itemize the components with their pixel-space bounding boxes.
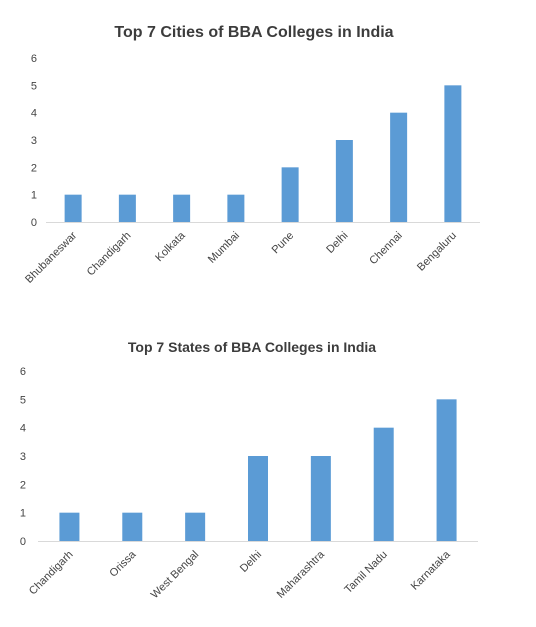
city-ytick-label: 2 (31, 162, 37, 174)
state-ytick-label: 1 (20, 508, 26, 520)
state-bar-maharashtra (310, 456, 331, 541)
state-bar-tamil-nadu (373, 427, 394, 541)
state-bar-orissa (122, 512, 143, 541)
city-ytick-label: 0 (31, 217, 37, 229)
state-category-label: Chandigarh (27, 549, 76, 598)
state-category-label: Delhi (238, 549, 264, 575)
city-bar-kolkata (173, 194, 191, 222)
city-category-label: Pune (270, 230, 297, 257)
state-category-label: West Bengal (149, 549, 201, 601)
city-category-label: Bengaluru (415, 230, 459, 274)
city-bar-delhi (335, 140, 353, 222)
city-category-label: Mumbai (206, 230, 242, 266)
states-chart-title: Top 7 States of BBA Colleges in India (128, 339, 376, 355)
state-bar-west-bengal (185, 512, 206, 541)
state-category-label: Karnataka (409, 548, 454, 593)
city-bar-bhubaneswar (64, 194, 82, 222)
city-bar-pune (281, 167, 299, 222)
city-bar-bengaluru (444, 85, 462, 222)
city-category-label: Chandigarh (85, 230, 134, 279)
cities-chart-title: Top 7 Cities of BBA Colleges in India (114, 24, 393, 41)
city-ytick-label: 1 (31, 190, 37, 202)
state-category-label: Maharashtra (275, 548, 328, 601)
city-bar-chennai (390, 112, 408, 222)
state-ytick-label: 2 (20, 479, 26, 491)
state-ytick-label: 3 (20, 451, 26, 463)
city-category-label: Delhi (324, 230, 350, 256)
state-ytick-label: 5 (20, 394, 26, 406)
city-ytick-label: 3 (31, 135, 37, 147)
city-ytick-label: 6 (31, 53, 37, 65)
city-ytick-label: 5 (31, 80, 37, 92)
city-bar-mumbai (227, 194, 245, 222)
cities-chart: Top 7 Cities of BBA Colleges in India 0 1… (23, 24, 480, 286)
state-ytick-label: 4 (20, 423, 26, 435)
state-bar-chandigarh (59, 512, 80, 541)
city-ytick-label: 4 (31, 108, 37, 120)
city-category-label: Kolkata (153, 229, 188, 264)
city-category-label: Bhubaneswar (23, 229, 79, 285)
state-ytick-label: 6 (20, 366, 26, 378)
state-category-label: Orissa (107, 548, 139, 580)
states-chart: Top 7 States of BBA Colleges in India 0 1… (20, 339, 478, 601)
state-category-label: Tamil Nadu (342, 549, 389, 596)
city-category-label: Chennai (367, 230, 404, 267)
city-bar-chandigarh (118, 194, 136, 222)
state-bar-delhi (248, 456, 268, 541)
state-ytick-label: 0 (20, 536, 26, 548)
state-bar-karnataka (436, 399, 457, 541)
